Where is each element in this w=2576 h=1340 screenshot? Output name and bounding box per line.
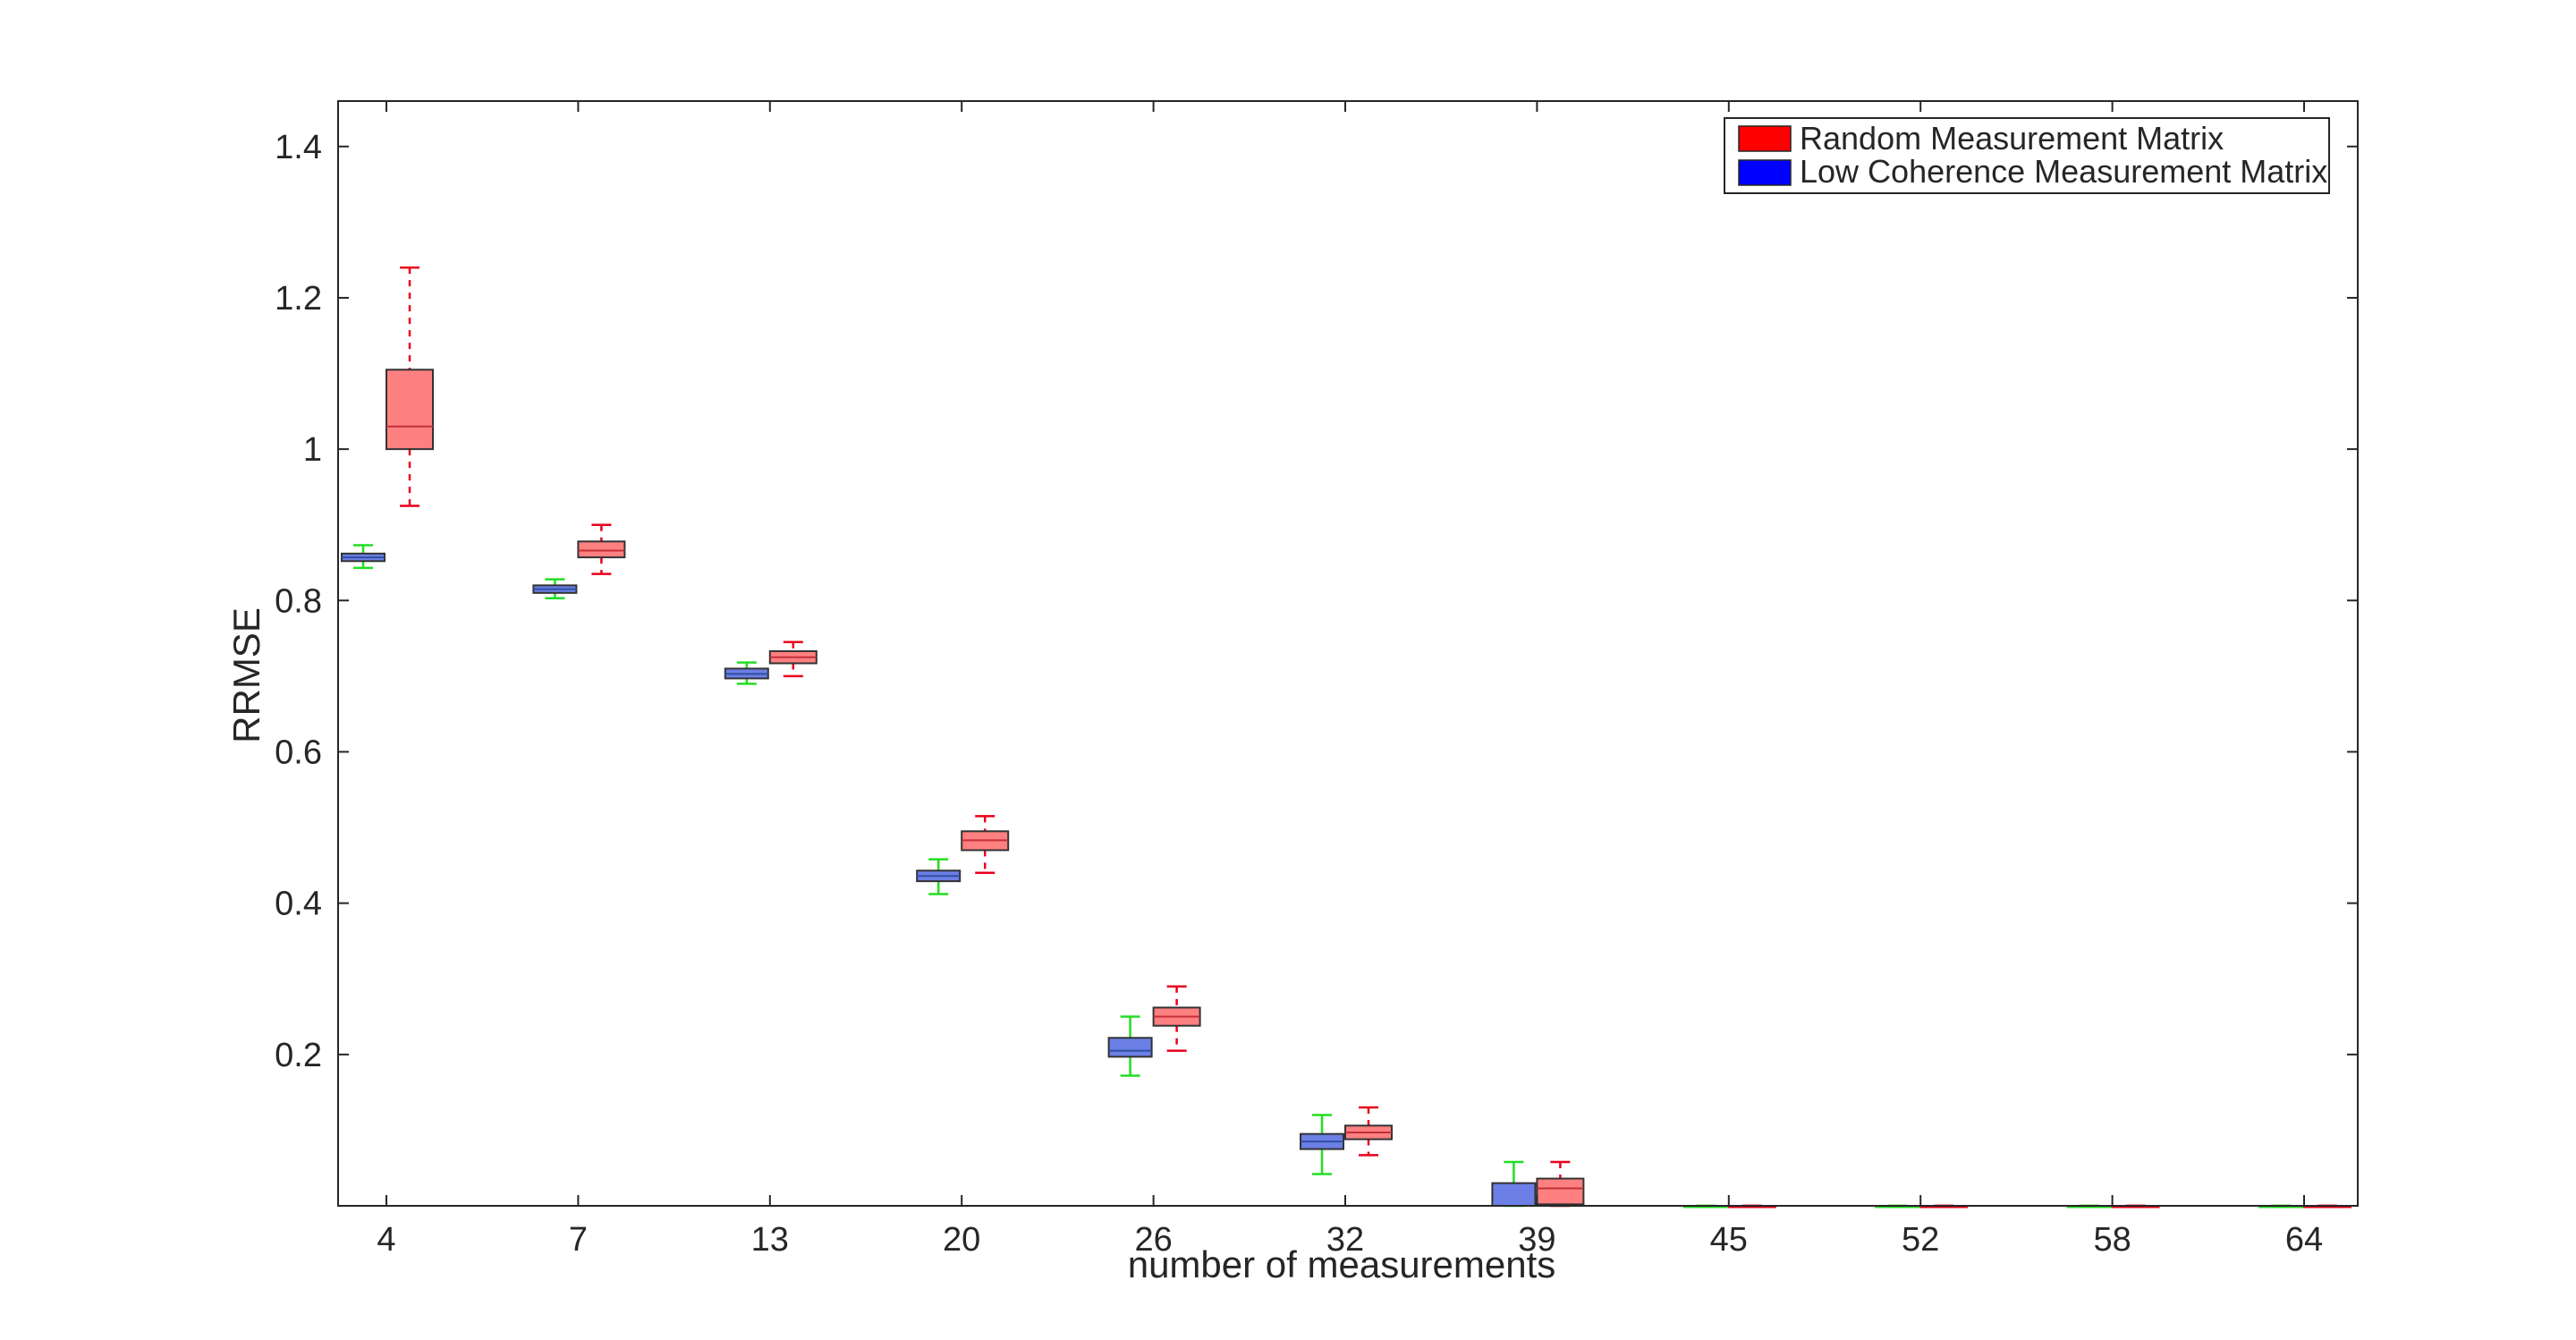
y-tick-label: 0.4 xyxy=(275,886,322,923)
box-low-coherence-32 xyxy=(1300,1114,1344,1175)
box-low-coherence-7 xyxy=(532,578,578,599)
y-tick-label: 1 xyxy=(303,431,322,469)
y-tick-label: 0.8 xyxy=(275,582,322,620)
box-random-4 xyxy=(386,266,434,507)
legend-label-low-coherence: Low Coherence Measurement Matrix xyxy=(1800,153,2327,190)
y-tick-label: 0.6 xyxy=(275,734,322,771)
plot-frame xyxy=(337,100,2359,1207)
legend: Random Measurement Matrix Low Coherence … xyxy=(1724,117,2330,194)
box-low-coherence-20 xyxy=(916,858,962,895)
x-tick-label: 64 xyxy=(2285,1221,2323,1259)
legend-swatch-low-coherence xyxy=(1738,159,1792,186)
x-tick-label: 26 xyxy=(1134,1221,1172,1259)
y-tick-label: 0.2 xyxy=(275,1037,322,1074)
x-tick-label: 20 xyxy=(943,1221,980,1259)
box-iqr xyxy=(577,540,626,559)
axes: 0.2 0.4 0.6 0.8 1 1.2 1.4 4 7 13 20 26 32 39 45 52 58 64 xyxy=(275,100,2359,1259)
box-low-coherence-13 xyxy=(724,661,769,685)
box-iqr xyxy=(386,369,434,451)
box-iqr xyxy=(1491,1182,1537,1208)
box-random-32 xyxy=(1344,1106,1393,1157)
x-tick-label: 13 xyxy=(751,1221,789,1259)
box-random-39 xyxy=(1536,1160,1585,1208)
x-tick-label: 7 xyxy=(569,1221,588,1259)
legend-box xyxy=(1724,117,2330,194)
box-low-coherence-4 xyxy=(341,544,386,570)
box-iqr xyxy=(1536,1177,1585,1206)
x-axis-title: number of measurements xyxy=(1128,1243,1556,1285)
y-tick-label: 1.2 xyxy=(275,280,322,318)
x-tick-label: 32 xyxy=(1326,1221,1364,1259)
box-random-26 xyxy=(1152,985,1201,1052)
x-tick-label: 39 xyxy=(1518,1221,1555,1259)
box-random-20 xyxy=(961,815,1010,875)
legend-label-random: Random Measurement Matrix xyxy=(1800,120,2224,157)
legend-swatch-random xyxy=(1738,125,1792,152)
box-low-coherence-26 xyxy=(1107,1015,1153,1077)
x-tick-label: 45 xyxy=(1710,1221,1748,1259)
x-tick-label: 58 xyxy=(2093,1221,2131,1259)
box-random-7 xyxy=(577,523,626,575)
y-tick-label: 1.4 xyxy=(275,129,322,166)
box-random-13 xyxy=(768,640,818,678)
x-tick-label: 4 xyxy=(377,1221,395,1259)
x-tick-label: 52 xyxy=(1902,1221,1939,1259)
y-axis-title: RRMSE xyxy=(225,607,267,743)
box-iqr xyxy=(1107,1037,1153,1058)
